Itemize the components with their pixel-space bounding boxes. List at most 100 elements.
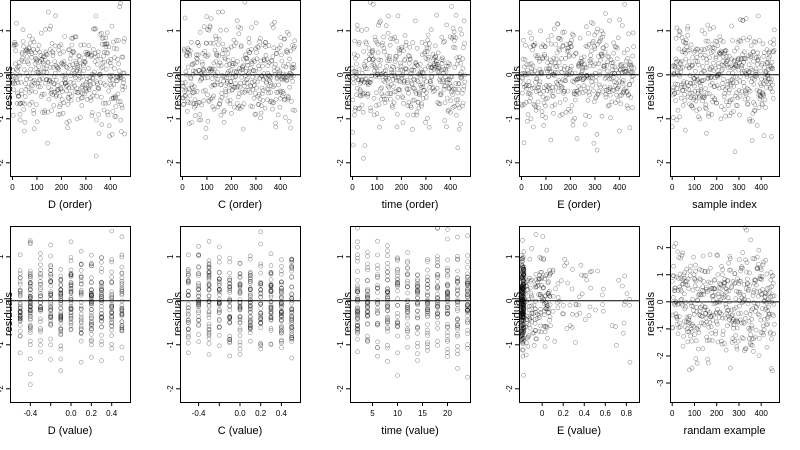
- residual-point: [378, 18, 383, 24]
- residual-point: [355, 289, 360, 295]
- residual-point: [547, 288, 552, 294]
- plot-frame: [670, 226, 780, 403]
- residual-point: [686, 329, 692, 335]
- residual-point: [402, 66, 408, 71]
- residual-point: [524, 72, 530, 78]
- residual-point: [91, 81, 97, 86]
- residual-point: [237, 300, 243, 306]
- residual-point: [432, 61, 437, 67]
- residual-point: [360, 91, 366, 97]
- residual-point: [365, 299, 370, 305]
- residual-point: [48, 321, 54, 326]
- residual-point: [189, 120, 194, 125]
- residual-point: [760, 262, 766, 268]
- residual-point: [763, 85, 769, 90]
- residual-point: [521, 280, 527, 286]
- residual-point: [455, 57, 461, 63]
- residual-point: [215, 42, 221, 47]
- residual-point: [233, 74, 239, 79]
- residual-point: [186, 100, 191, 105]
- residual-point: [237, 282, 243, 287]
- residual-point: [231, 84, 236, 90]
- residual-point: [355, 328, 360, 333]
- residual-point: [452, 87, 458, 92]
- residual-point: [375, 50, 381, 55]
- residual-point: [520, 286, 526, 292]
- residual-point: [738, 57, 744, 62]
- residual-point: [717, 310, 723, 315]
- residual-point: [421, 88, 427, 93]
- residual-point: [286, 72, 292, 78]
- residual-point: [422, 66, 428, 72]
- residual-point: [289, 335, 295, 340]
- residual-point: [525, 334, 531, 340]
- residual-point: [714, 39, 720, 44]
- residual-point: [38, 293, 43, 299]
- residual-point: [610, 64, 615, 69]
- residual-point: [258, 294, 264, 300]
- residual-point: [251, 96, 257, 101]
- residual-point: [518, 337, 524, 343]
- residual-point: [428, 64, 434, 70]
- residual-point: [728, 65, 733, 70]
- x-tick-label: 200: [564, 183, 578, 192]
- residual-point: [689, 103, 695, 109]
- residual-point: [109, 303, 114, 309]
- residual-point: [17, 318, 23, 324]
- residual-point: [378, 97, 384, 102]
- residual-point: [604, 88, 610, 93]
- residual-point: [89, 315, 94, 320]
- residual-point: [383, 74, 389, 80]
- residual-point: [366, 82, 371, 87]
- residual-point: [96, 112, 101, 117]
- residual-point: [429, 64, 435, 70]
- residual-point: [686, 87, 692, 92]
- residual-point: [519, 332, 525, 337]
- residual-point: [227, 353, 232, 359]
- residual-point: [89, 292, 94, 297]
- residual-point: [544, 66, 549, 72]
- residual-point: [769, 336, 774, 342]
- residual-point: [544, 247, 550, 253]
- residual-point: [768, 329, 773, 335]
- residual-point: [441, 83, 447, 89]
- residual-point: [742, 56, 748, 61]
- residual-point: [752, 277, 758, 283]
- residual-point: [714, 83, 720, 88]
- residual-point: [679, 49, 685, 55]
- residual-point: [227, 297, 232, 303]
- residual-point: [78, 291, 84, 297]
- residual-point: [200, 61, 205, 67]
- residual-point: [206, 303, 212, 308]
- residual-point: [217, 332, 222, 338]
- residual-point: [395, 320, 400, 326]
- residual-point: [39, 76, 45, 82]
- residual-point: [237, 260, 243, 266]
- residual-point: [720, 328, 726, 334]
- residual-point: [733, 74, 738, 80]
- residual-point: [350, 129, 356, 135]
- residual-point: [703, 38, 709, 44]
- residual-point: [13, 48, 18, 54]
- residual-point: [89, 287, 94, 293]
- residual-point: [423, 56, 429, 61]
- residual-point: [106, 100, 111, 106]
- residual-point: [19, 91, 24, 97]
- residual-point: [58, 316, 64, 322]
- residual-point: [222, 47, 228, 53]
- residual-point: [596, 89, 602, 94]
- residual-point: [670, 273, 676, 279]
- residual-point: [259, 73, 264, 79]
- residual-point: [206, 264, 212, 270]
- residual-point: [70, 62, 75, 67]
- residual-point: [375, 353, 380, 359]
- residual-point: [119, 105, 125, 111]
- residual-point: [730, 65, 736, 71]
- residual-point: [519, 253, 524, 258]
- residual-point: [745, 96, 751, 101]
- residual-point: [206, 331, 212, 337]
- residual-point: [680, 65, 686, 70]
- residual-point: [281, 91, 286, 96]
- residual-point: [696, 95, 702, 101]
